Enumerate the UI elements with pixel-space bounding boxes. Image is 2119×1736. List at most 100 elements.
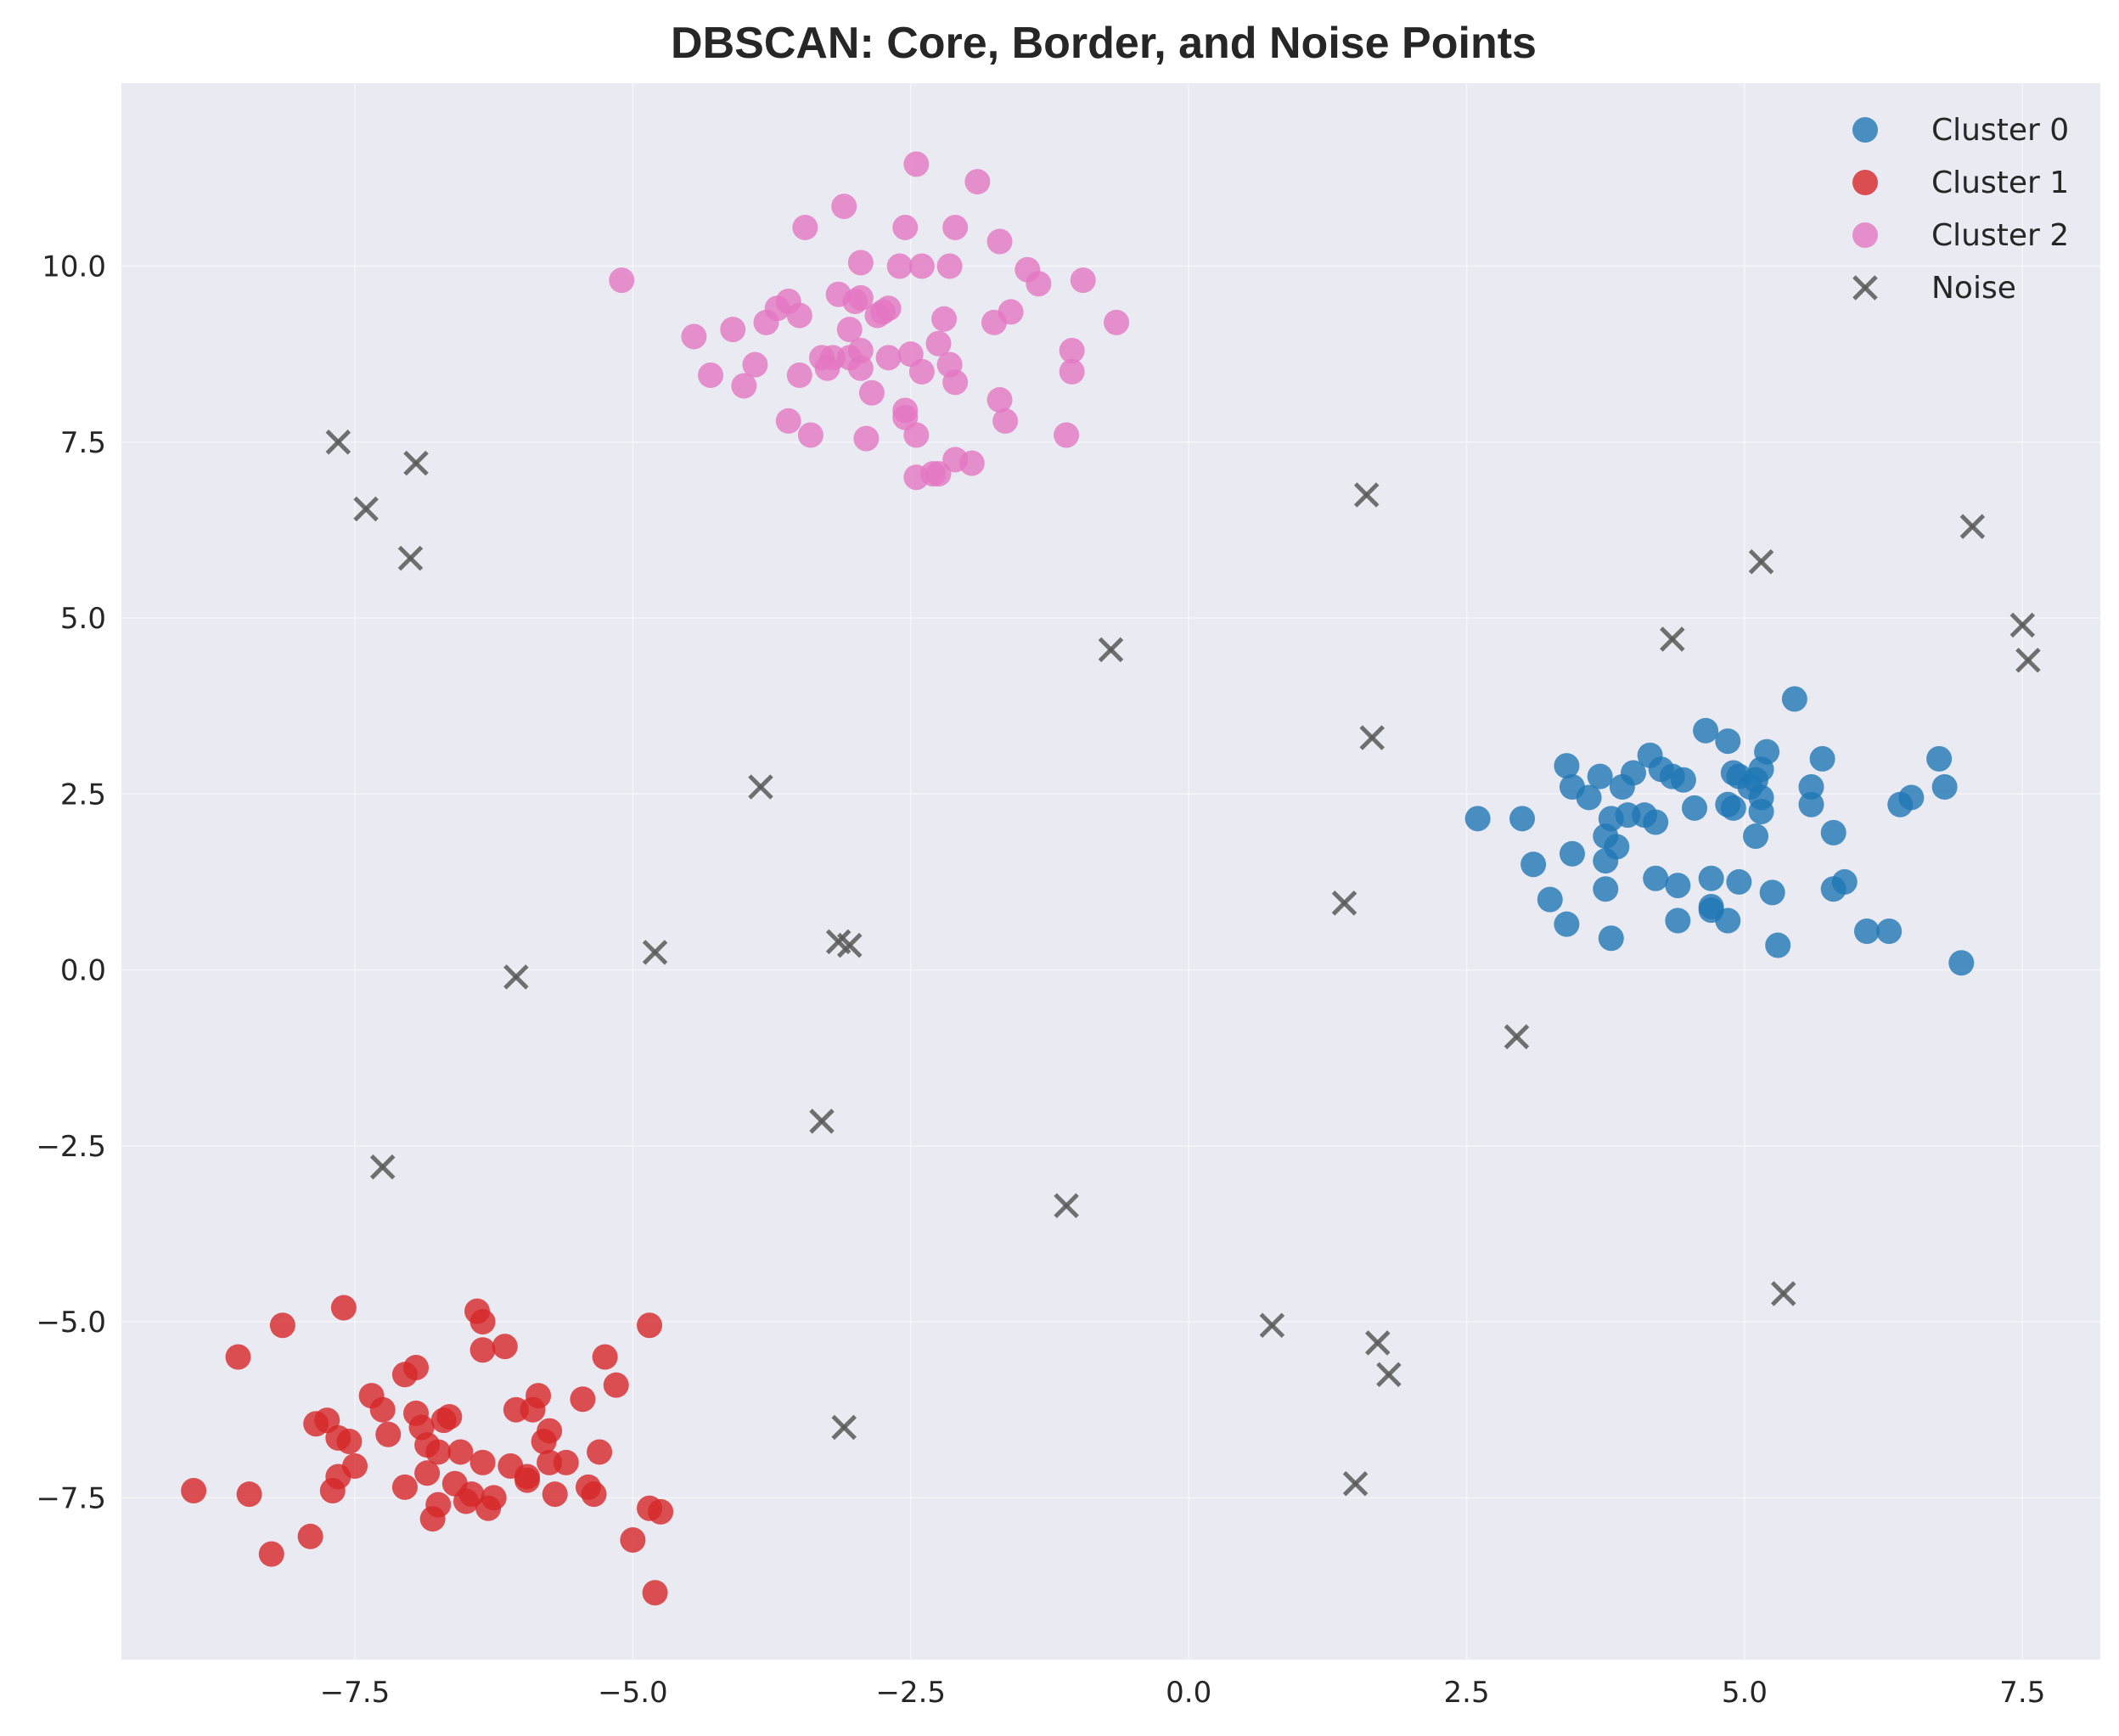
noise-point — [642, 940, 668, 965]
x-axis-ticks: −7.5 −5.0 −2.5 0.0 2.5 5.0 7.5 — [320, 1676, 2046, 1710]
cluster-0-point — [1643, 865, 1669, 891]
legend-label: Cluster 0 — [1931, 113, 2069, 148]
cluster-2-point — [875, 345, 902, 371]
cluster-2-point — [797, 422, 823, 448]
legend-marker — [1852, 275, 1878, 301]
cluster-1-point — [542, 1481, 568, 1508]
cluster-0-point — [1665, 873, 1691, 899]
legend-item-cluster-0: Cluster 0 — [1852, 113, 2069, 148]
cluster-0-point — [1809, 745, 1835, 772]
cluster-0-point — [1559, 840, 1585, 867]
cluster-0-point — [1598, 925, 1624, 952]
cluster-2-point — [875, 295, 902, 322]
cluster-0-point — [1743, 823, 1769, 850]
noise-point — [1504, 1024, 1530, 1050]
cluster-1-point — [492, 1334, 518, 1360]
cluster-0-point — [1898, 784, 1925, 811]
cluster-0-point — [1853, 918, 1880, 944]
cluster-1-point — [436, 1403, 463, 1430]
noise-point — [1771, 1281, 1796, 1306]
cluster-1-point — [587, 1439, 613, 1465]
cluster-0-point — [1781, 686, 1807, 712]
noise-point — [2009, 612, 2036, 638]
y-axis-ticks: −7.5 −5.0 −2.5 0.0 2.5 5.0 7.5 10.0 — [36, 250, 106, 1516]
noise-point — [503, 964, 529, 990]
cluster-0-point — [1748, 799, 1774, 825]
cluster-0-point — [1931, 774, 1958, 801]
cluster-2-point — [1070, 267, 1096, 294]
x-tick-label: 5.0 — [1722, 1676, 1768, 1710]
cluster-0-point — [1587, 763, 1613, 789]
cluster-0-point — [1759, 879, 1785, 906]
y-tick-label: 10.0 — [42, 250, 106, 284]
plot-area — [121, 83, 2100, 1660]
cluster-1-point — [469, 1449, 496, 1475]
x-tick-label: 7.5 — [1999, 1676, 2045, 1710]
cluster-2-point — [936, 253, 963, 279]
noise-point — [1359, 725, 1386, 750]
cluster-2-point — [942, 214, 969, 240]
noise-point — [397, 545, 424, 571]
cluster-2-point — [786, 302, 812, 329]
cluster-0-point — [1876, 918, 1903, 944]
x-tick-label: −2.5 — [875, 1676, 946, 1710]
cluster-0-point — [1726, 868, 1752, 895]
cluster-0-point — [1643, 809, 1669, 835]
cluster-0-point — [1554, 753, 1580, 779]
legend: Cluster 0 Cluster 1 Cluster 2 Noise — [1852, 113, 2069, 306]
y-tick-label: −7.5 — [36, 1481, 106, 1515]
cluster-0-point — [1765, 932, 1791, 958]
cluster-2-point — [903, 151, 930, 177]
y-tick-label: 2.5 — [60, 778, 106, 812]
cluster-2-point — [847, 338, 874, 364]
cluster-1-point — [648, 1498, 674, 1525]
cluster-1-point — [225, 1344, 251, 1370]
noise-point — [1376, 1362, 1402, 1388]
cluster-1-point — [553, 1449, 579, 1475]
y-tick-label: −5.0 — [36, 1306, 106, 1340]
x-tick-label: 0.0 — [1166, 1676, 1211, 1710]
cluster-0-point — [1754, 739, 1780, 765]
cluster-2-point — [1059, 358, 1085, 385]
cluster-1-point — [592, 1344, 618, 1370]
noise-point — [1353, 482, 1380, 508]
cluster-2-point — [720, 317, 746, 343]
y-tick-label: −2.5 — [36, 1130, 106, 1164]
cluster-2-point — [847, 355, 874, 381]
cluster-1-point — [391, 1474, 418, 1500]
noise-point — [836, 932, 863, 958]
cluster-1-point — [425, 1439, 452, 1465]
y-tick-label: 7.5 — [60, 426, 106, 460]
cluster-2-point — [858, 379, 885, 406]
legend-item-cluster-1: Cluster 1 — [1852, 166, 2069, 200]
cluster-1-point — [620, 1527, 646, 1553]
cluster-2-point — [698, 362, 724, 389]
cluster-1-point — [603, 1372, 629, 1398]
legend-item-noise: Noise — [1852, 271, 2016, 306]
cluster-0-point — [1520, 851, 1547, 878]
noise-point — [1748, 548, 1774, 575]
cluster-1-point — [469, 1337, 496, 1363]
cluster-0-point — [1798, 774, 1824, 801]
cluster-0-point — [1509, 806, 1536, 832]
legend-marker — [1852, 117, 1878, 143]
y-tick-label: 0.0 — [60, 954, 106, 988]
noise-point — [1959, 514, 1986, 540]
cluster-0-point — [1604, 834, 1630, 860]
legend-marker — [1852, 222, 1878, 248]
cluster-1-point — [181, 1478, 207, 1504]
noise-point — [325, 430, 351, 455]
cluster-1-point — [570, 1386, 596, 1413]
cluster-0-point — [1715, 728, 1741, 755]
cluster-2-point — [992, 407, 1019, 434]
noise-point — [353, 496, 379, 522]
noise-point — [831, 1414, 857, 1441]
cluster-2-point — [1059, 338, 1085, 364]
cluster-0-point — [1554, 911, 1580, 937]
legend-item-cluster-2: Cluster 2 — [1852, 218, 2069, 253]
data-points — [181, 151, 2041, 1606]
noise-point — [1054, 1193, 1079, 1219]
cluster-1-point — [447, 1439, 474, 1465]
cluster-2-point — [742, 351, 768, 378]
